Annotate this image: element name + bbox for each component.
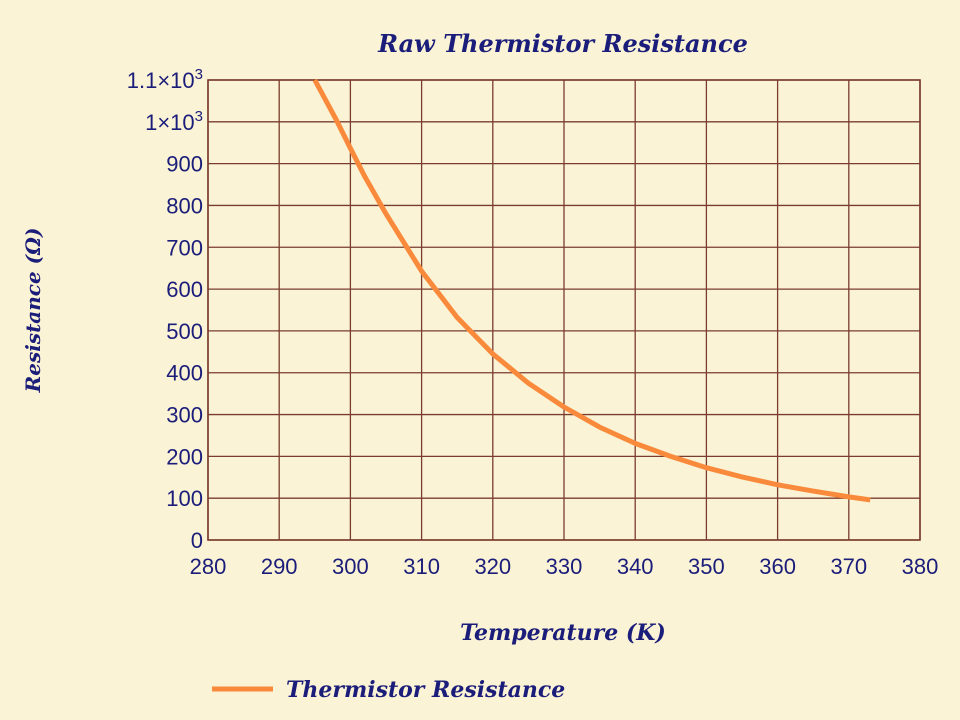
y-tick-label: 1.1×103 <box>127 66 203 93</box>
x-tick-label: 300 <box>332 554 369 579</box>
legend: Thermistor Resistance <box>212 677 565 703</box>
series-layer <box>312 78 871 503</box>
x-axis-label: Temperature (K) <box>460 620 666 646</box>
chart-title: Raw Thermistor Resistance <box>377 29 748 58</box>
y-tick-label: 200 <box>166 444 203 469</box>
x-tick-label: 350 <box>688 554 725 579</box>
y-tick-label: 1×103 <box>145 108 203 135</box>
x-tick-label: 370 <box>830 554 867 579</box>
x-tick-label: 330 <box>546 554 583 579</box>
y-axis-label: Resistance (Ω) <box>21 228 45 394</box>
grid-layer <box>207 79 921 541</box>
y-tick-label: 800 <box>166 193 203 218</box>
x-tick-label: 380 <box>902 554 939 579</box>
y-tick-label: 0 <box>191 528 203 553</box>
plot-frame <box>207 79 921 541</box>
x-tick-label: 360 <box>759 554 796 579</box>
x-tick-label: 290 <box>261 554 298 579</box>
x-tick-label: 310 <box>403 554 440 579</box>
y-tick-label: 700 <box>166 235 203 260</box>
legend-label: Thermistor Resistance <box>286 677 565 703</box>
tick-labels: 280 290 300 310 320 330 340 350 360 370 380 0 100 200… <box>127 66 939 579</box>
y-tick-label: 400 <box>166 361 203 386</box>
x-tick-label: 280 <box>190 554 227 579</box>
x-tick-label: 340 <box>617 554 654 579</box>
y-tick-label: 900 <box>166 152 203 177</box>
y-tick-label: 600 <box>166 277 203 302</box>
series-line-thermistor-resistance <box>312 78 871 503</box>
y-tick-label: 100 <box>166 486 203 511</box>
x-tick-label: 320 <box>474 554 511 579</box>
y-tick-label: 500 <box>166 319 203 344</box>
y-tick-label: 300 <box>166 403 203 428</box>
